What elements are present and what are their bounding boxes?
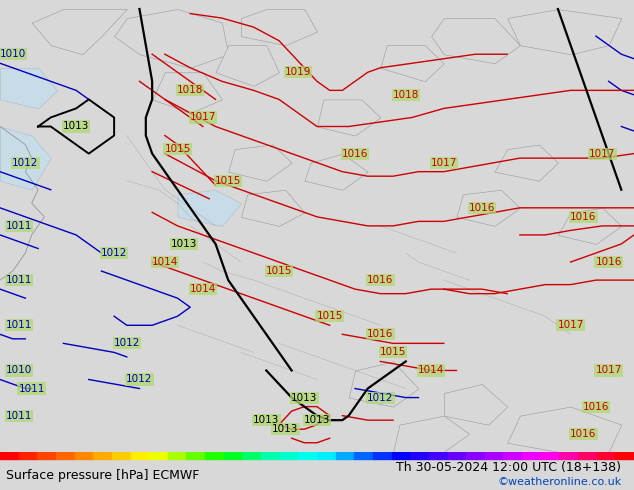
Text: 1013: 1013 bbox=[63, 122, 89, 131]
Bar bbox=[56, 452, 75, 460]
Text: 1011: 1011 bbox=[6, 320, 32, 330]
Text: 1018: 1018 bbox=[392, 90, 419, 100]
Bar bbox=[224, 452, 242, 460]
Bar bbox=[429, 452, 448, 460]
Text: Th 30-05-2024 12:00 UTC (18+138): Th 30-05-2024 12:00 UTC (18+138) bbox=[396, 461, 621, 473]
Text: 1017: 1017 bbox=[595, 366, 622, 375]
Bar bbox=[93, 452, 112, 460]
Text: 1014: 1014 bbox=[190, 284, 216, 294]
Bar bbox=[559, 452, 578, 460]
Bar bbox=[522, 452, 541, 460]
Text: 1013: 1013 bbox=[171, 239, 197, 249]
Text: 1014: 1014 bbox=[418, 366, 444, 375]
Bar bbox=[485, 452, 503, 460]
Bar bbox=[466, 452, 485, 460]
Bar bbox=[131, 452, 149, 460]
Text: Surface pressure [hPa] ECMWF: Surface pressure [hPa] ECMWF bbox=[6, 469, 200, 482]
Bar bbox=[317, 452, 335, 460]
Bar bbox=[0, 452, 18, 460]
Text: ©weatheronline.co.uk: ©weatheronline.co.uk bbox=[497, 477, 621, 487]
Text: 1017: 1017 bbox=[589, 148, 616, 159]
Text: 1014: 1014 bbox=[152, 257, 178, 267]
Bar bbox=[373, 452, 392, 460]
Bar bbox=[503, 452, 522, 460]
Bar bbox=[448, 452, 466, 460]
Text: 1016: 1016 bbox=[595, 257, 622, 267]
Text: 1011: 1011 bbox=[6, 411, 32, 420]
Bar bbox=[392, 452, 410, 460]
Text: 1019: 1019 bbox=[285, 67, 311, 77]
Text: 1011: 1011 bbox=[18, 384, 45, 393]
Bar bbox=[75, 452, 93, 460]
Text: 1016: 1016 bbox=[570, 429, 597, 439]
Text: 1016: 1016 bbox=[583, 402, 609, 412]
Text: 1015: 1015 bbox=[380, 347, 406, 357]
Text: 1012: 1012 bbox=[113, 339, 140, 348]
Text: 1011: 1011 bbox=[6, 275, 32, 285]
Text: 1013: 1013 bbox=[291, 392, 318, 403]
Text: 1015: 1015 bbox=[316, 311, 343, 321]
Bar bbox=[597, 452, 616, 460]
Bar bbox=[280, 452, 299, 460]
Text: 1016: 1016 bbox=[469, 203, 495, 213]
Text: 1017: 1017 bbox=[190, 113, 216, 122]
Bar bbox=[18, 452, 37, 460]
Bar bbox=[205, 452, 224, 460]
Text: 1011: 1011 bbox=[6, 221, 32, 231]
Text: 1012: 1012 bbox=[367, 392, 394, 403]
Text: 1012: 1012 bbox=[101, 248, 127, 258]
Text: 1012: 1012 bbox=[126, 374, 153, 385]
Bar bbox=[149, 452, 168, 460]
Text: 1018: 1018 bbox=[177, 85, 204, 96]
Bar bbox=[410, 452, 429, 460]
Text: 1017: 1017 bbox=[430, 158, 457, 168]
Text: 1016: 1016 bbox=[570, 212, 597, 222]
Bar bbox=[261, 452, 280, 460]
Text: 1013: 1013 bbox=[253, 415, 280, 425]
Bar bbox=[242, 452, 261, 460]
Bar bbox=[186, 452, 205, 460]
Text: 1013: 1013 bbox=[272, 424, 299, 434]
Text: 1010: 1010 bbox=[0, 49, 26, 59]
Bar bbox=[299, 452, 317, 460]
Bar bbox=[168, 452, 186, 460]
Bar bbox=[335, 452, 354, 460]
Bar bbox=[616, 452, 634, 460]
Bar bbox=[37, 452, 56, 460]
Text: 1013: 1013 bbox=[304, 415, 330, 425]
Text: 1015: 1015 bbox=[215, 176, 242, 186]
Text: 1016: 1016 bbox=[342, 148, 368, 159]
Bar bbox=[354, 452, 373, 460]
Text: 1016: 1016 bbox=[367, 275, 394, 285]
Text: 1015: 1015 bbox=[266, 266, 292, 276]
Bar bbox=[112, 452, 131, 460]
Text: 1015: 1015 bbox=[164, 144, 191, 154]
Text: 1010: 1010 bbox=[6, 366, 32, 375]
Text: 1016: 1016 bbox=[367, 329, 394, 339]
Text: 1012: 1012 bbox=[12, 158, 39, 168]
Text: 1017: 1017 bbox=[557, 320, 584, 330]
Bar bbox=[578, 452, 597, 460]
Bar bbox=[541, 452, 559, 460]
